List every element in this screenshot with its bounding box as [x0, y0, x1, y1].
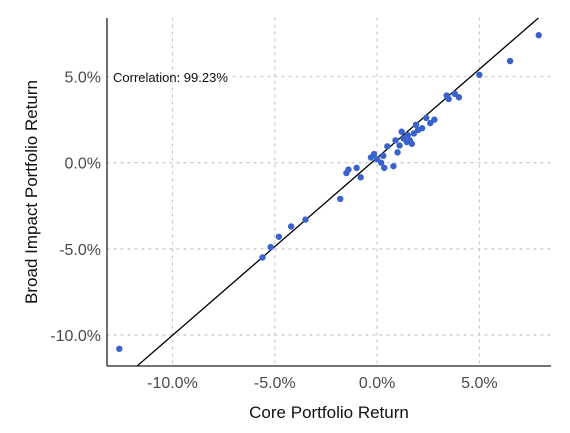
- data-point: [431, 116, 438, 123]
- data-point: [396, 142, 403, 149]
- data-point: [412, 121, 420, 129]
- data-point: [422, 114, 430, 122]
- data-point: [353, 164, 360, 172]
- data-point: [302, 216, 309, 223]
- data-point: [408, 140, 416, 147]
- data-point: [476, 71, 483, 79]
- regression-line: [136, 17, 539, 367]
- data-point: [392, 137, 399, 144]
- data-point: [390, 162, 397, 170]
- data-point: [345, 166, 352, 173]
- data-point: [259, 254, 266, 261]
- x-tick-label: 0.0%: [359, 375, 395, 392]
- data-point: [377, 159, 385, 166]
- data-point: [445, 95, 452, 103]
- y-tick-label: 5.0%: [65, 70, 101, 87]
- data-point: [267, 243, 274, 251]
- data-point: [404, 131, 411, 139]
- data-point: [116, 345, 123, 352]
- data-point: [380, 152, 387, 160]
- data-point: [418, 125, 426, 132]
- data-point: [287, 223, 295, 230]
- data-point: [357, 174, 364, 181]
- data-point: [506, 57, 514, 65]
- annotation-correlation: Correlation: 99.23%: [113, 70, 228, 85]
- x-tick-label: -10.0%: [147, 375, 198, 392]
- tick-labels: -10.0% -5.0% 0.0% 5.0% -10.0% -5.0% 0.0% 5.0%: [50, 70, 497, 392]
- x-tick-label: 5.0%: [461, 375, 497, 392]
- points-layer: [116, 32, 542, 352]
- x-tick-label: -5.0%: [254, 375, 296, 392]
- data-point: [337, 195, 344, 203]
- data-point: [381, 164, 388, 172]
- data-point: [275, 233, 283, 240]
- data-point: [398, 128, 405, 135]
- data-point: [384, 143, 391, 150]
- y-tick-label: 0.0%: [65, 156, 101, 173]
- axis-layer: [106, 18, 551, 367]
- y-tick-label: -5.0%: [59, 242, 101, 259]
- data-point: [535, 32, 542, 39]
- y-axis-title: Broad Impact Portfolio Return: [22, 80, 41, 304]
- data-point: [394, 149, 401, 156]
- y-tick-label: -10.0%: [50, 328, 101, 345]
- data-point: [455, 94, 463, 101]
- regression-line-layer: [136, 17, 539, 367]
- data-point: [370, 150, 378, 158]
- x-axis-title: Core Portfolio Return: [249, 403, 409, 422]
